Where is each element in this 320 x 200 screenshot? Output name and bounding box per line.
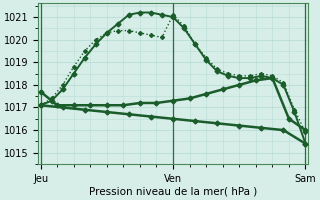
X-axis label: Pression niveau de la mer( hPa ): Pression niveau de la mer( hPa ) (89, 187, 257, 197)
